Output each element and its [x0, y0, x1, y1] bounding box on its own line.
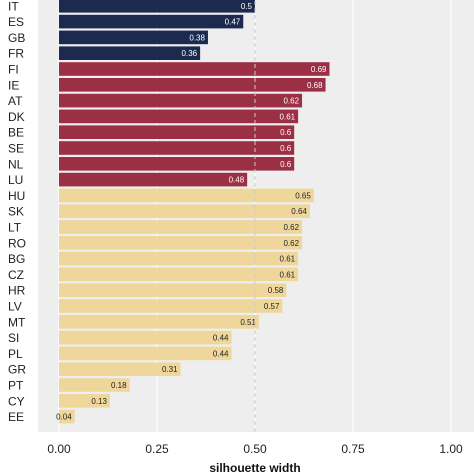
country-label-lv: LV [8, 300, 22, 314]
country-label-lt: LT [8, 221, 22, 235]
country-label-si: SI [8, 331, 19, 345]
country-label-lu: LU [8, 173, 23, 187]
x-tick-label-4: 1.00 [439, 442, 463, 456]
country-label-it: IT [8, 0, 19, 13]
value-label-lt: 0.62 [283, 223, 299, 232]
value-label-hu: 0.65 [295, 191, 311, 200]
bar-se [59, 141, 295, 155]
bar-be [59, 125, 295, 139]
value-label-gr: 0.31 [162, 365, 178, 374]
country-label-cy: CY [8, 394, 25, 408]
country-label-dk: DK [8, 110, 25, 124]
bar-fr [59, 46, 201, 60]
bar-pl [59, 346, 232, 361]
country-label-cz: CZ [8, 268, 24, 282]
country-label-fr: FR [8, 47, 24, 61]
bar-cz [59, 267, 299, 282]
value-label-be: 0.6 [280, 128, 292, 137]
value-label-ro: 0.62 [283, 239, 299, 248]
bar-ro [59, 236, 303, 250]
bar-cy [59, 394, 110, 408]
country-label-pt: PT [8, 379, 24, 393]
bar-dk [59, 109, 299, 124]
value-label-fr: 0.36 [182, 49, 198, 58]
country-label-be: BE [8, 126, 24, 140]
bar-es [59, 14, 244, 29]
value-label-cy: 0.13 [91, 397, 107, 406]
bar-hr [59, 283, 287, 297]
bar-ee [59, 409, 75, 424]
bar-at [59, 93, 303, 108]
country-label-hu: HU [8, 189, 25, 203]
bar-gr [59, 362, 181, 376]
country-label-es: ES [8, 15, 24, 29]
bars: 0.50.47 0.38 0.36 0.69 0.68 0.62 0.61 0.6 0.6 0.6… [56, 0, 330, 424]
value-label-gb: 0.38 [189, 33, 205, 42]
value-label-pt: 0.18 [111, 381, 127, 390]
country-label-sk: SK [8, 205, 24, 219]
value-label-es: 0.47 [225, 18, 241, 27]
value-label-sk: 0.64 [291, 207, 307, 216]
country-label-ee: EE [8, 410, 24, 424]
value-label-it: 0.5 [241, 2, 253, 11]
value-label-fi: 0.69 [311, 65, 327, 74]
country-label-hr: HR [8, 284, 26, 298]
bar-fi [59, 62, 330, 76]
value-label-hr: 0.58 [268, 286, 284, 295]
country-label-fi: FI [8, 63, 19, 77]
bar-mt [59, 315, 259, 329]
country-label-gr: GR [8, 363, 26, 377]
value-label-at: 0.62 [283, 97, 299, 106]
bar-bg [59, 251, 299, 266]
value-label-lu: 0.48 [229, 176, 245, 185]
value-label-ie: 0.68 [307, 81, 323, 90]
x-axis-ticks: 0.00 0.25 0.50 0.75 1.00 [47, 442, 463, 456]
bar-lu [59, 172, 248, 187]
bar-ie [59, 78, 326, 92]
value-label-lv: 0.57 [264, 302, 280, 311]
x-axis-title: silhouette width [209, 461, 300, 474]
bar-hu [59, 188, 314, 203]
value-label-nl: 0.6 [280, 160, 292, 169]
country-label-bg: BG [8, 252, 25, 266]
x-tick-label-0: 0.00 [47, 442, 71, 456]
country-label-at: AT [8, 94, 23, 108]
country-label-ie: IE [8, 78, 19, 92]
x-tick-label-2: 0.50 [243, 442, 267, 456]
bar-gb [59, 30, 208, 45]
x-tick-label-3: 0.75 [341, 442, 365, 456]
value-label-ee: 0.04 [56, 413, 72, 422]
bar-sk [59, 204, 310, 218]
bar-lt [59, 220, 303, 234]
country-label-gb: GB [8, 31, 25, 45]
country-label-se: SE [8, 142, 24, 156]
bar-it [59, 0, 255, 13]
value-label-pl: 0.44 [213, 349, 229, 358]
country-label-mt: MT [8, 315, 26, 329]
bar-pt [59, 378, 130, 392]
value-label-se: 0.6 [280, 144, 292, 153]
country-label-pl: PL [8, 347, 23, 361]
country-label-nl: NL [8, 157, 24, 171]
bar-lv [59, 299, 283, 313]
value-label-cz: 0.61 [280, 270, 296, 279]
bar-nl [59, 157, 295, 171]
bar-si [59, 330, 232, 345]
value-label-si: 0.44 [213, 334, 229, 343]
value-label-bg: 0.61 [280, 255, 296, 264]
value-label-dk: 0.61 [280, 112, 296, 121]
value-label-mt: 0.51 [240, 318, 256, 327]
country-label-ro: RO [8, 236, 26, 250]
x-tick-label-1: 0.25 [145, 442, 169, 456]
